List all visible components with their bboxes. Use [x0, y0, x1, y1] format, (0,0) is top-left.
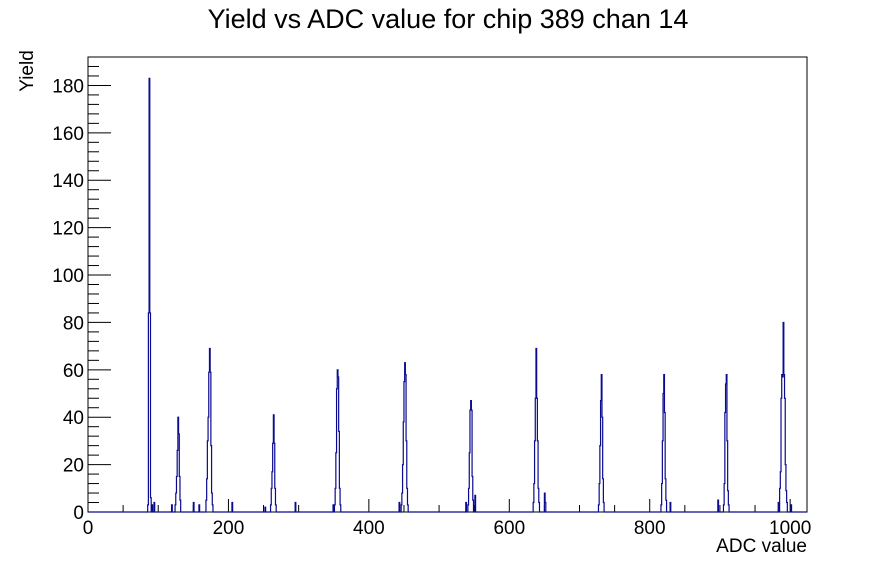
y-tick-label: 60 — [63, 361, 84, 382]
plot-frame — [87, 56, 808, 513]
histogram-line — [88, 77, 807, 513]
x-tick-label: 1000 — [769, 518, 811, 539]
y-tick-label: 100 — [52, 266, 84, 287]
y-tick-label: 160 — [52, 124, 84, 145]
y-tick-label: 120 — [52, 219, 84, 240]
x-tick-label: 200 — [213, 518, 245, 539]
x-axis-title: ADC value — [716, 536, 807, 557]
y-tick-label: 140 — [52, 171, 84, 192]
y-tick-label: 40 — [63, 408, 84, 429]
y-tick-label: 0 — [73, 503, 84, 524]
y-axis-title-text: Yield — [17, 50, 38, 92]
y-tick-label: 180 — [52, 76, 84, 97]
chart-title: Yield vs ADC value for chip 389 chan 14 — [207, 4, 689, 34]
x-tick-label: 400 — [353, 518, 385, 539]
y-tick-label: 80 — [63, 313, 84, 334]
x-tick-label: 0 — [83, 518, 94, 539]
x-tick-label: 800 — [634, 518, 666, 539]
y-tick-label: 20 — [63, 456, 84, 477]
x-tick-label: 600 — [493, 518, 525, 539]
